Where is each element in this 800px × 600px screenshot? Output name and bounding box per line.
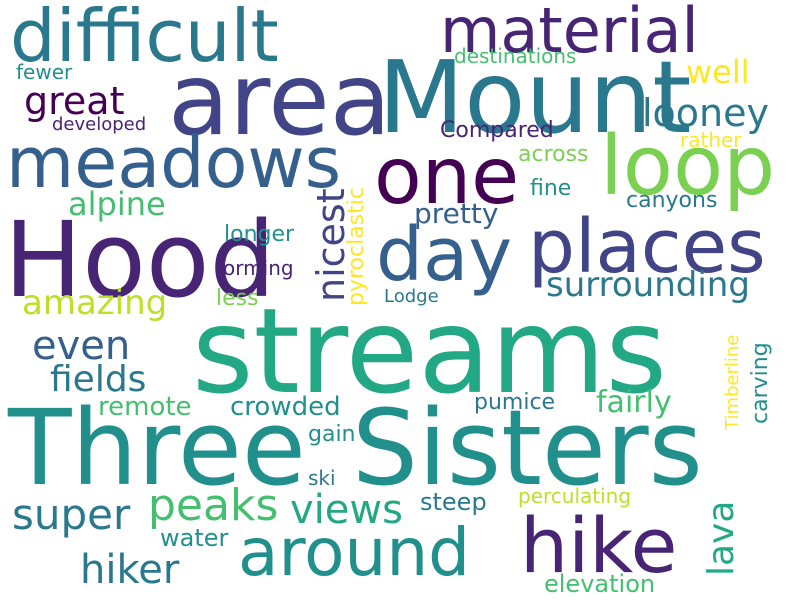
word-sisters: Sisters bbox=[352, 387, 703, 509]
word-compared: Compared bbox=[440, 118, 554, 143]
word-one: one bbox=[374, 132, 520, 222]
word-across: across bbox=[518, 142, 589, 167]
word-day: day bbox=[376, 212, 513, 298]
word-meadows: meadows bbox=[6, 122, 342, 204]
word-hood: Hood bbox=[4, 199, 276, 321]
word-super: super bbox=[12, 490, 131, 539]
word-remote: remote bbox=[98, 392, 192, 422]
word-peaks: peaks bbox=[148, 480, 279, 531]
word-lodge: Lodge bbox=[384, 286, 439, 307]
word-difficult: difficult bbox=[10, 0, 279, 78]
word-alpine: alpine bbox=[68, 185, 166, 223]
word-pyroclastic: pyroclastic bbox=[344, 187, 369, 306]
word-hiker: hiker bbox=[80, 547, 180, 593]
word-surrounding: surrounding bbox=[546, 265, 750, 305]
word-destinations: destinations bbox=[454, 44, 577, 68]
word-fields: fields bbox=[50, 359, 147, 400]
word-longer: longer bbox=[224, 222, 295, 247]
word-lava: lava bbox=[701, 500, 742, 576]
word-forming: forming bbox=[216, 256, 294, 280]
word-fewer: fewer bbox=[16, 60, 73, 84]
word-even: even bbox=[32, 323, 131, 369]
word-streams: streams bbox=[192, 282, 667, 420]
word-mount: Mount bbox=[378, 39, 692, 156]
word-material: material bbox=[440, 0, 699, 67]
word-fairly: fairly bbox=[596, 385, 672, 420]
word-less: less bbox=[216, 286, 259, 311]
word-ski: ski bbox=[308, 466, 336, 490]
word-water: water bbox=[160, 524, 229, 552]
word-timberline: Timberline bbox=[722, 334, 743, 430]
word-gain: gain bbox=[308, 422, 356, 447]
word-area: area bbox=[168, 41, 391, 158]
word-looney: looney bbox=[642, 91, 770, 135]
word-developed: developed bbox=[52, 114, 147, 135]
word-loop: loop bbox=[600, 119, 776, 214]
word-amazing: amazing bbox=[22, 283, 168, 323]
word-pumice: pumice bbox=[474, 390, 556, 415]
word-rather: rather bbox=[680, 128, 742, 152]
word-places: places bbox=[528, 204, 766, 290]
word-carving: carving bbox=[748, 342, 773, 424]
word-crowded: crowded bbox=[230, 392, 341, 422]
word-canyons: canyons bbox=[626, 188, 718, 213]
word-fine: fine bbox=[530, 176, 572, 201]
word-around: around bbox=[238, 514, 471, 591]
word-hike: hike bbox=[520, 501, 678, 590]
word-three: Three bbox=[8, 387, 306, 509]
word-great: great bbox=[24, 79, 125, 123]
word-elevation: elevation bbox=[544, 570, 656, 598]
word-well: well bbox=[686, 53, 750, 91]
word-pretty: pretty bbox=[414, 197, 499, 230]
word-perculating: perculating bbox=[518, 484, 632, 508]
word-steep: steep bbox=[420, 488, 487, 516]
word-views: views bbox=[290, 487, 403, 533]
